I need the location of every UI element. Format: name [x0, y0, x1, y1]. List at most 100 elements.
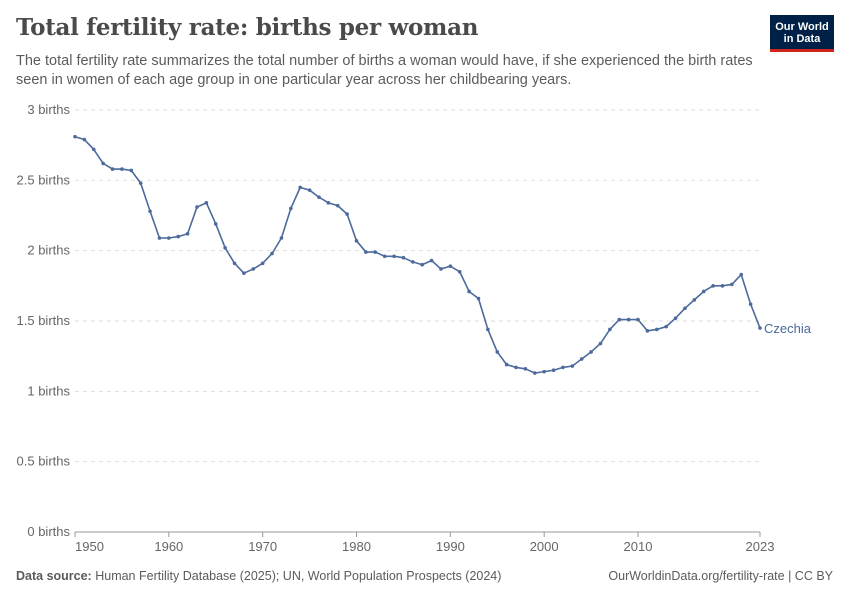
data-point	[467, 289, 471, 294]
data-point	[720, 284, 725, 288]
data-point	[326, 201, 331, 205]
data-point	[654, 327, 659, 332]
data-point	[448, 264, 453, 268]
data-point	[626, 317, 631, 322]
data-point	[279, 236, 284, 240]
data-point	[683, 306, 687, 311]
data-point	[758, 326, 762, 330]
data-point	[213, 222, 218, 226]
data-point	[260, 261, 265, 266]
data-point	[617, 317, 622, 322]
data-point	[345, 212, 349, 216]
data-point	[354, 239, 359, 243]
data-point	[598, 341, 603, 346]
data-point	[457, 269, 462, 274]
y-tick-label: 1 births	[27, 383, 70, 398]
data-point	[701, 289, 706, 294]
data-point	[392, 254, 396, 259]
data-point	[157, 236, 162, 240]
data-point	[589, 350, 593, 354]
data-point	[185, 231, 190, 236]
data-point	[148, 209, 152, 214]
data-point	[373, 250, 378, 254]
data-point	[382, 254, 387, 259]
data-point	[120, 167, 124, 171]
y-tick-label: 1.5 births	[17, 313, 71, 328]
data-point	[91, 147, 96, 152]
data-point	[251, 267, 256, 271]
data-point	[579, 357, 584, 361]
data-point	[167, 236, 171, 240]
data-point	[608, 327, 612, 332]
data-point	[289, 206, 293, 211]
source-label: Data source:	[16, 569, 92, 583]
data-point	[542, 369, 546, 374]
data-point	[673, 316, 678, 320]
data-point	[532, 371, 537, 375]
y-tick-label: 3 births	[27, 102, 70, 117]
data-point	[401, 255, 406, 260]
data-point	[523, 367, 528, 371]
data-point	[636, 317, 640, 322]
x-tick-label: 2000	[530, 539, 559, 554]
data-point	[307, 188, 312, 192]
series-label: Czechia	[764, 321, 812, 336]
x-tick-label: 2010	[624, 539, 653, 554]
data-point	[335, 203, 340, 208]
data-point	[138, 181, 143, 185]
x-tick-label: 1970	[248, 539, 277, 554]
data-point	[298, 185, 303, 190]
logo-text: Our World in Data	[775, 21, 829, 45]
data-point	[730, 282, 734, 287]
series-line-czechia	[74, 135, 761, 374]
data-point	[101, 161, 105, 166]
data-point	[82, 137, 87, 142]
data-point	[664, 324, 668, 329]
data-point	[420, 262, 424, 267]
data-point	[110, 167, 115, 171]
data-point	[204, 201, 209, 205]
data-point	[739, 272, 744, 277]
data-point	[411, 260, 415, 264]
x-tick-label: 1950	[75, 539, 104, 554]
data-point	[476, 296, 481, 301]
data-point	[232, 261, 237, 266]
x-tick-label: 2023	[746, 539, 775, 554]
data-point	[242, 271, 246, 275]
data-point	[195, 205, 199, 209]
data-point	[129, 168, 134, 173]
data-point	[270, 251, 274, 256]
data-point	[223, 246, 227, 250]
data-point	[429, 258, 434, 263]
data-point	[692, 298, 697, 302]
chart-subtitle: The total fertility rate summarizes the …	[16, 53, 753, 88]
x-tick-label: 1980	[342, 539, 371, 554]
data-point	[176, 234, 181, 239]
data-point	[439, 267, 443, 271]
y-tick-label: 2 births	[27, 243, 70, 258]
x-tick-label: 1990	[436, 539, 465, 554]
data-point	[570, 364, 575, 368]
data-point	[645, 329, 650, 333]
y-tick-label: 0 births	[27, 524, 70, 539]
y-tick-label: 2.5 births	[17, 172, 71, 187]
data-point	[364, 250, 368, 254]
owid-logo[interactable]: Our World in Data	[770, 15, 834, 52]
source-link[interactable]: OurWorldinData.org/fertility-rate | CC B…	[608, 569, 833, 583]
y-tick-label: 0.5 births	[17, 454, 71, 469]
data-point	[748, 302, 753, 306]
data-point	[561, 365, 565, 370]
source-text: Human Fertility Database (2025); UN, Wor…	[95, 569, 502, 583]
data-point	[551, 368, 556, 373]
data-point	[495, 350, 500, 354]
data-source: Data source: Human Fertility Database (2…	[16, 569, 501, 583]
data-point	[73, 134, 77, 139]
chart-title: Total fertility rate: births per woman	[16, 14, 479, 41]
data-point	[486, 327, 490, 332]
data-point	[504, 362, 509, 367]
data-point	[711, 284, 715, 288]
x-tick-label: 1960	[154, 539, 183, 554]
data-point	[514, 365, 518, 370]
